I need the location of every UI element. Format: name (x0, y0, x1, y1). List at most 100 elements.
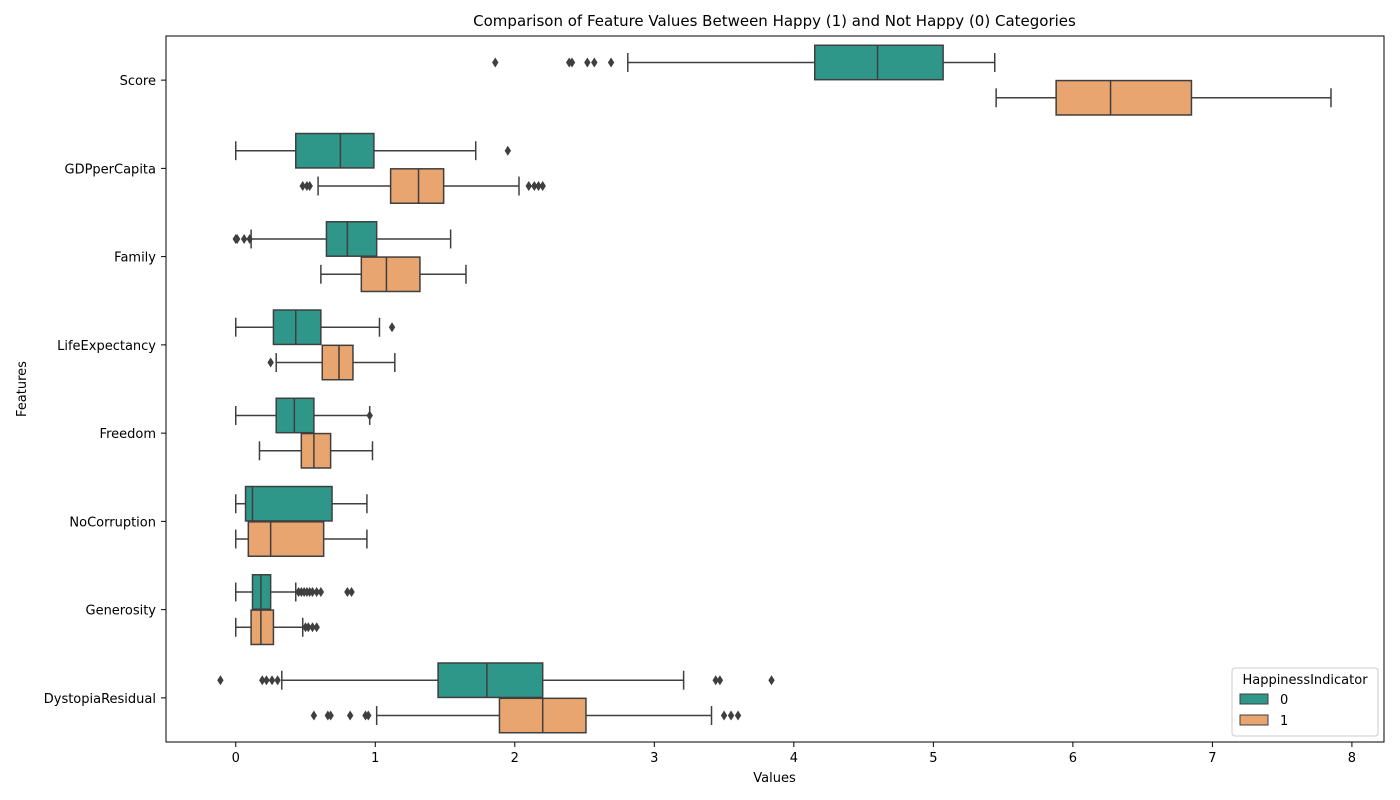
outlier-point (313, 622, 320, 633)
iqr-box (389, 168, 445, 204)
outlier-point (720, 710, 728, 721)
outlier-point (263, 675, 270, 686)
x-tick-label: 8 (1348, 751, 1356, 766)
x-axis-label: Values (753, 771, 796, 786)
y-tick-label: Family (114, 251, 156, 266)
box-LifeExpectancy-0 (235, 309, 396, 346)
legend-label-1: 1 (1280, 714, 1288, 729)
outlier-point (348, 586, 355, 597)
outlier-point (306, 181, 313, 192)
outlier-point (305, 622, 312, 633)
box-Family-0 (232, 221, 452, 257)
box-NoCorruption-0 (235, 485, 368, 522)
outlier-point (591, 57, 598, 68)
box-LifeExpectancy-1 (267, 344, 396, 381)
iqr-box (814, 44, 944, 81)
outlier-point (246, 233, 253, 244)
box-Freedom-1 (258, 432, 374, 469)
legend: HappinessIndicator 0 1 (1231, 667, 1379, 737)
box-DystopiaResidual-0 (217, 662, 775, 699)
outlier-point (531, 181, 538, 192)
y-axis-label: Features (15, 361, 30, 417)
outlier-point (267, 357, 274, 368)
outlier-point (259, 675, 266, 686)
iqr-box (437, 662, 544, 699)
x-tick-label: 5 (929, 751, 937, 766)
outlier-point (365, 710, 372, 721)
outlier-point (607, 57, 615, 68)
outlier-point (535, 181, 542, 192)
outlier-point (327, 710, 334, 721)
chart-title: Comparison of Feature Values Between Hap… (473, 12, 1076, 30)
outlier-point (712, 675, 719, 686)
iqr-box (321, 344, 354, 381)
box-Family-1 (320, 256, 467, 293)
outlier-point (233, 233, 241, 244)
legend-swatch-1 (1239, 714, 1269, 726)
outlier-point (240, 233, 248, 244)
iqr-box (360, 256, 421, 293)
iqr-box (272, 309, 322, 346)
box-Generosity-0 (235, 574, 355, 610)
x-tick-label: 2 (511, 751, 519, 766)
outlier-point (584, 57, 591, 68)
x-tick-label: 1 (371, 751, 379, 766)
iqr-box (295, 132, 375, 169)
x-tick-label: 3 (650, 751, 658, 766)
x-tick-label: 4 (790, 751, 798, 766)
box-DystopiaResidual-1 (310, 697, 742, 734)
outlier-point (299, 181, 306, 192)
outlier-point (539, 181, 546, 192)
outlier-point (268, 675, 276, 686)
outlier-point (734, 710, 742, 721)
iqr-box (250, 609, 275, 646)
plot-area (217, 44, 1332, 734)
outlier-point (309, 622, 316, 633)
outlier-point (274, 675, 281, 686)
outlier-point (217, 675, 224, 686)
iqr-box (1055, 79, 1193, 116)
y-tick-label: LifeExpectancy (57, 339, 156, 354)
outlier-point (366, 410, 373, 421)
y-tick-label: GDPperCapita (65, 162, 157, 177)
outlier-point (716, 675, 724, 686)
legend-label-0: 0 (1280, 693, 1288, 708)
y-tick-label: DystopiaResidual (44, 692, 156, 707)
box-Freedom-0 (235, 397, 373, 434)
outlier-point (313, 586, 320, 597)
outlier-point (492, 57, 499, 68)
outlier-point (727, 710, 735, 721)
outlier-point (310, 710, 318, 721)
outlier-point (568, 57, 576, 68)
box-GDPperCapita-1 (299, 168, 546, 204)
legend-title: HappinessIndicator (1242, 673, 1368, 688)
outlier-point (309, 586, 316, 597)
iqr-box (300, 432, 332, 469)
y-tick-label: Generosity (86, 604, 157, 619)
x-tick-label: 6 (1069, 751, 1077, 766)
box-Generosity-1 (235, 609, 320, 646)
x-tick-label: 7 (1208, 751, 1216, 766)
legend-swatch-0 (1239, 693, 1269, 705)
iqr-box (244, 485, 333, 522)
outlier-point (317, 586, 325, 597)
outlier-point (768, 675, 775, 686)
outlier-point (525, 181, 532, 192)
axes: 0 1 2 3 4 5 6 7 8 Score GDPperCapita Family LifeExpe… (44, 74, 1356, 766)
box-NoCorruption-1 (235, 521, 368, 557)
iqr-box (247, 521, 325, 557)
x-tick-label: 0 (232, 751, 240, 766)
box-GDPperCapita-0 (235, 132, 512, 169)
y-tick-label: Score (120, 74, 156, 89)
outlier-point (388, 322, 396, 333)
outlier-point (504, 145, 512, 156)
y-tick-label: NoCorruption (69, 515, 156, 530)
box-Score-0 (492, 44, 996, 81)
box-Score-1 (995, 79, 1332, 116)
outlier-point (346, 710, 354, 721)
plot-frame (165, 35, 1385, 743)
y-tick-label: Freedom (100, 427, 156, 442)
iqr-box (325, 221, 378, 257)
outlier-point (344, 586, 351, 597)
